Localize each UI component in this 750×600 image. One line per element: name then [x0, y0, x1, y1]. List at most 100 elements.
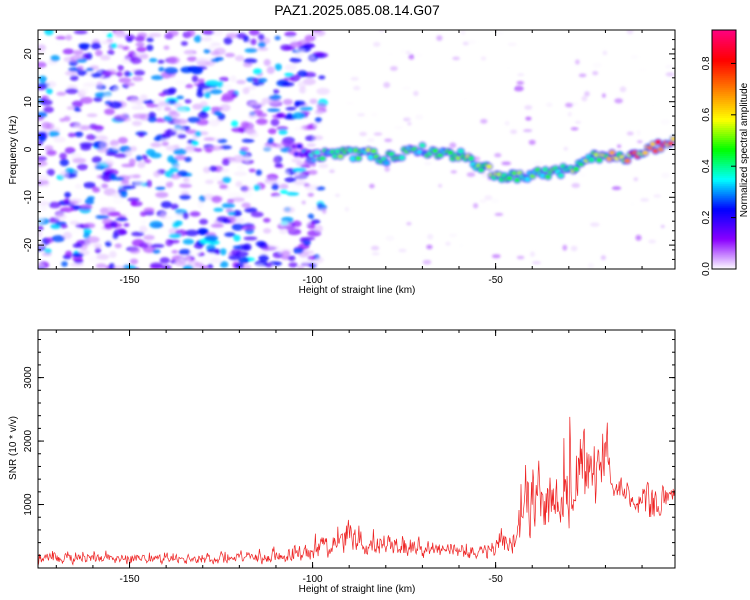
y-tick-label: 3000 — [23, 366, 34, 389]
colorbar-segment — [712, 255, 736, 258]
snr-frame — [37, 329, 676, 569]
colorbar-segment — [712, 121, 736, 125]
colorbar-segment — [712, 163, 736, 166]
colorbar-segment — [712, 43, 736, 47]
colorbar-segment — [712, 181, 736, 184]
colorbar-segment — [712, 51, 736, 55]
colorbar-segment — [712, 249, 736, 252]
colorbar-segment — [712, 237, 736, 240]
colorbar-segment — [712, 233, 736, 236]
colorbar-segment — [712, 229, 736, 232]
snr-y-label: SNR (10 * v/v) — [8, 416, 19, 480]
colorbar-segment — [712, 35, 736, 39]
colorbar-segment — [712, 217, 736, 220]
colorbar-segment — [712, 45, 736, 49]
colorbar-segment — [712, 211, 736, 214]
colorbar-segment — [712, 169, 736, 172]
colorbar-segment — [712, 239, 736, 242]
colorbar-segment — [712, 167, 736, 170]
colorbar-segment — [712, 187, 736, 190]
colorbar-segment — [712, 101, 736, 105]
colorbar-segment — [712, 149, 736, 152]
spectrogram-x-label: Height of straight line (km) — [299, 285, 416, 296]
colorbar-tick-label: 0.0 — [701, 262, 712, 276]
colorbar-segment — [712, 261, 736, 264]
colorbar-segment — [712, 205, 736, 208]
colorbar-segment — [712, 251, 736, 254]
colorbar-segment — [712, 265, 736, 268]
colorbar-segment — [712, 33, 736, 37]
colorbar-segment — [712, 133, 736, 136]
colorbar-segment — [712, 155, 736, 158]
colorbar-segment — [712, 207, 736, 210]
spectrogram-heatmap — [38, 30, 675, 269]
colorbar-segment — [712, 159, 736, 162]
colorbar-segment — [712, 77, 736, 81]
x-tick-label: -100 — [303, 574, 323, 585]
colorbar-segment — [712, 123, 736, 126]
y-tick-label: -20 — [23, 237, 34, 252]
colorbar-segment — [712, 47, 736, 51]
x-tick-label: -50 — [488, 275, 503, 286]
y-tick-label: 2000 — [23, 430, 34, 453]
colorbar-segment — [712, 161, 736, 164]
colorbar-segment — [712, 99, 736, 103]
colorbar-segment — [712, 59, 736, 63]
colorbar-segment — [712, 257, 736, 260]
colorbar-segment — [712, 209, 736, 212]
colorbar-segment — [712, 93, 736, 97]
colorbar-segment — [712, 227, 736, 230]
colorbar-segment — [712, 243, 736, 246]
colorbar-frame — [711, 29, 737, 270]
colorbar-segment — [712, 115, 736, 119]
colorbar-segment — [712, 203, 736, 206]
colorbar-segment — [712, 41, 736, 45]
x-tick-label: -50 — [488, 574, 503, 585]
y-tick-label: -10 — [23, 190, 34, 205]
colorbar-segment — [712, 83, 736, 87]
x-tick-label: -150 — [120, 574, 140, 585]
colorbar-ticks: 0.0 0.2 0.4 0.6 0.8 — [701, 56, 736, 276]
colorbar-segment — [712, 253, 736, 256]
colorbar-segment — [712, 189, 736, 192]
colorbar-segment — [712, 125, 736, 128]
colorbar-segment — [712, 91, 736, 95]
colorbar-segment — [712, 151, 736, 154]
snr-ticks: -150 -100 -50 1000 2000 3000 — [23, 330, 675, 585]
y-tick-label: 20 — [23, 48, 34, 60]
colorbar-segment — [712, 85, 736, 89]
colorbar-segment — [712, 119, 736, 123]
colorbar-tick-label: 0.6 — [701, 107, 712, 121]
colorbar-segment — [712, 127, 736, 130]
colorbar-segment — [712, 179, 736, 182]
colorbar-segment — [712, 137, 736, 140]
colorbar-segment — [712, 177, 736, 180]
colorbar-segment — [712, 49, 736, 53]
colorbar-tick-label: 0.8 — [701, 56, 712, 70]
colorbar-segment — [712, 201, 736, 204]
colorbar-segment — [712, 135, 736, 138]
colorbar-segment — [712, 73, 736, 77]
colorbar-segment — [712, 193, 736, 196]
colorbar-segment — [712, 57, 736, 61]
colorbar-segment — [712, 171, 736, 174]
colorbar-segment — [712, 113, 736, 117]
colorbar-segment — [712, 183, 736, 186]
colorbar-segment — [712, 259, 736, 262]
colorbar-segment — [712, 139, 736, 142]
colorbar-tick-label: 0.2 — [701, 210, 712, 224]
colorbar-tick-label: 0.4 — [701, 159, 712, 173]
colorbar-segment — [712, 143, 736, 146]
colorbar-segment — [712, 165, 736, 168]
colorbar-segment — [712, 63, 736, 67]
colorbar-segment — [712, 89, 736, 93]
colorbar-segment — [712, 109, 736, 113]
colorbar-segment — [712, 263, 736, 266]
colorbar-segment — [712, 87, 736, 91]
colorbar-segment — [712, 267, 736, 270]
colorbar-segment — [712, 225, 736, 228]
colorbar-segment — [712, 199, 736, 202]
colorbar-segment — [712, 30, 736, 33]
colorbar-segment — [712, 53, 736, 57]
